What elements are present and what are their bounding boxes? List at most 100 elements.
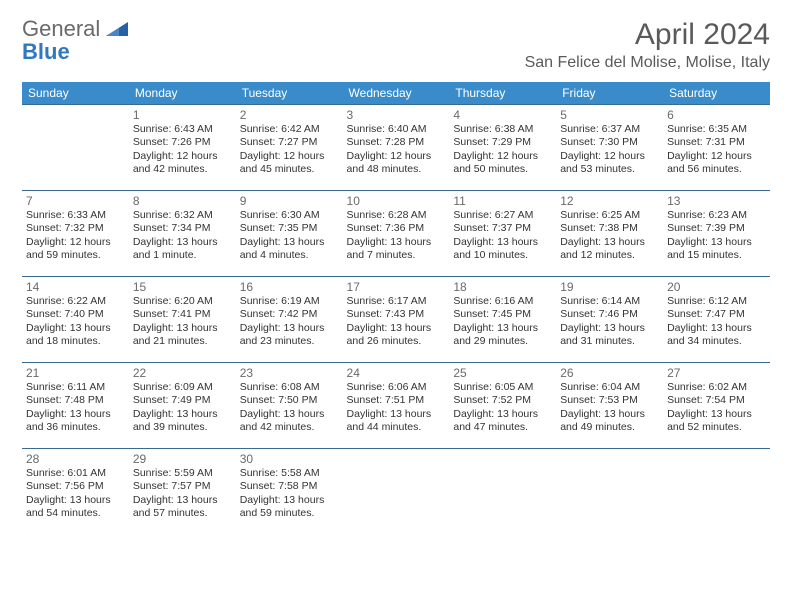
sunset-text: Sunset: 7:51 PM (347, 394, 446, 407)
day-info: Sunrise: 6:04 AMSunset: 7:53 PMDaylight:… (560, 381, 659, 435)
sunset-text: Sunset: 7:32 PM (26, 222, 125, 235)
calendar-cell: 16Sunrise: 6:19 AMSunset: 7:42 PMDayligh… (236, 277, 343, 363)
day-info: Sunrise: 6:37 AMSunset: 7:30 PMDaylight:… (560, 123, 659, 177)
daylight-text: Daylight: 13 hours and 18 minutes. (26, 322, 125, 349)
dayhead-sat: Saturday (663, 82, 770, 105)
daylight-text: Daylight: 13 hours and 7 minutes. (347, 236, 446, 263)
day-number: 7 (26, 194, 125, 208)
daylight-text: Daylight: 12 hours and 50 minutes. (453, 150, 552, 177)
calendar-cell (449, 449, 556, 535)
sunset-text: Sunset: 7:36 PM (347, 222, 446, 235)
daylight-text: Daylight: 13 hours and 23 minutes. (240, 322, 339, 349)
sunrise-text: Sunrise: 6:11 AM (26, 381, 125, 394)
calendar-cell: 27Sunrise: 6:02 AMSunset: 7:54 PMDayligh… (663, 363, 770, 449)
sunset-text: Sunset: 7:41 PM (133, 308, 232, 321)
sunrise-text: Sunrise: 6:25 AM (560, 209, 659, 222)
daylight-text: Daylight: 13 hours and 31 minutes. (560, 322, 659, 349)
sunrise-text: Sunrise: 6:06 AM (347, 381, 446, 394)
calendar-row: 28Sunrise: 6:01 AMSunset: 7:56 PMDayligh… (22, 449, 770, 535)
calendar-cell (22, 105, 129, 191)
sunset-text: Sunset: 7:45 PM (453, 308, 552, 321)
sunset-text: Sunset: 7:56 PM (26, 480, 125, 493)
calendar-cell: 9Sunrise: 6:30 AMSunset: 7:35 PMDaylight… (236, 191, 343, 277)
day-info: Sunrise: 6:23 AMSunset: 7:39 PMDaylight:… (667, 209, 766, 263)
daylight-text: Daylight: 13 hours and 15 minutes. (667, 236, 766, 263)
day-info: Sunrise: 6:32 AMSunset: 7:34 PMDaylight:… (133, 209, 232, 263)
sunrise-text: Sunrise: 6:42 AM (240, 123, 339, 136)
sunset-text: Sunset: 7:38 PM (560, 222, 659, 235)
calendar-table: Sunday Monday Tuesday Wednesday Thursday… (22, 82, 770, 535)
daylight-text: Daylight: 13 hours and 52 minutes. (667, 408, 766, 435)
sunrise-text: Sunrise: 6:02 AM (667, 381, 766, 394)
calendar-cell (663, 449, 770, 535)
day-number: 25 (453, 366, 552, 380)
dayhead-tue: Tuesday (236, 82, 343, 105)
day-number: 27 (667, 366, 766, 380)
sunrise-text: Sunrise: 6:37 AM (560, 123, 659, 136)
calendar-cell: 8Sunrise: 6:32 AMSunset: 7:34 PMDaylight… (129, 191, 236, 277)
calendar-row: 1Sunrise: 6:43 AMSunset: 7:26 PMDaylight… (22, 105, 770, 191)
sunrise-text: Sunrise: 6:12 AM (667, 295, 766, 308)
dayhead-mon: Monday (129, 82, 236, 105)
sunrise-text: Sunrise: 6:38 AM (453, 123, 552, 136)
brand-text: General Blue (22, 18, 128, 64)
day-info: Sunrise: 6:06 AMSunset: 7:51 PMDaylight:… (347, 381, 446, 435)
sunset-text: Sunset: 7:37 PM (453, 222, 552, 235)
day-number: 28 (26, 452, 125, 466)
calendar-cell: 20Sunrise: 6:12 AMSunset: 7:47 PMDayligh… (663, 277, 770, 363)
sunset-text: Sunset: 7:43 PM (347, 308, 446, 321)
daylight-text: Daylight: 13 hours and 59 minutes. (240, 494, 339, 521)
sunset-text: Sunset: 7:49 PM (133, 394, 232, 407)
sunset-text: Sunset: 7:31 PM (667, 136, 766, 149)
day-info: Sunrise: 6:19 AMSunset: 7:42 PMDaylight:… (240, 295, 339, 349)
sunset-text: Sunset: 7:52 PM (453, 394, 552, 407)
daylight-text: Daylight: 13 hours and 54 minutes. (26, 494, 125, 521)
calendar-cell: 26Sunrise: 6:04 AMSunset: 7:53 PMDayligh… (556, 363, 663, 449)
daylight-text: Daylight: 13 hours and 21 minutes. (133, 322, 232, 349)
day-number: 4 (453, 108, 552, 122)
calendar-cell: 12Sunrise: 6:25 AMSunset: 7:38 PMDayligh… (556, 191, 663, 277)
calendar-cell: 11Sunrise: 6:27 AMSunset: 7:37 PMDayligh… (449, 191, 556, 277)
dayhead-fri: Friday (556, 82, 663, 105)
day-info: Sunrise: 6:35 AMSunset: 7:31 PMDaylight:… (667, 123, 766, 177)
daylight-text: Daylight: 13 hours and 42 minutes. (240, 408, 339, 435)
sunrise-text: Sunrise: 6:22 AM (26, 295, 125, 308)
sunset-text: Sunset: 7:42 PM (240, 308, 339, 321)
sunrise-text: Sunrise: 6:17 AM (347, 295, 446, 308)
sunset-text: Sunset: 7:53 PM (560, 394, 659, 407)
daylight-text: Daylight: 13 hours and 10 minutes. (453, 236, 552, 263)
daylight-text: Daylight: 13 hours and 44 minutes. (347, 408, 446, 435)
calendar-cell: 5Sunrise: 6:37 AMSunset: 7:30 PMDaylight… (556, 105, 663, 191)
day-info: Sunrise: 6:14 AMSunset: 7:46 PMDaylight:… (560, 295, 659, 349)
sunrise-text: Sunrise: 6:23 AM (667, 209, 766, 222)
daylight-text: Daylight: 12 hours and 53 minutes. (560, 150, 659, 177)
day-number: 16 (240, 280, 339, 294)
dayhead-sun: Sunday (22, 82, 129, 105)
day-info: Sunrise: 6:30 AMSunset: 7:35 PMDaylight:… (240, 209, 339, 263)
brand-triangle-icon (106, 22, 128, 41)
calendar-cell: 13Sunrise: 6:23 AMSunset: 7:39 PMDayligh… (663, 191, 770, 277)
day-number: 18 (453, 280, 552, 294)
daylight-text: Daylight: 13 hours and 29 minutes. (453, 322, 552, 349)
brand-logo: General Blue (22, 18, 128, 64)
day-info: Sunrise: 6:43 AMSunset: 7:26 PMDaylight:… (133, 123, 232, 177)
day-info: Sunrise: 6:22 AMSunset: 7:40 PMDaylight:… (26, 295, 125, 349)
day-info: Sunrise: 6:17 AMSunset: 7:43 PMDaylight:… (347, 295, 446, 349)
daylight-text: Daylight: 13 hours and 39 minutes. (133, 408, 232, 435)
page-header: General Blue April 2024 San Felice del M… (22, 18, 770, 72)
daylight-text: Daylight: 13 hours and 34 minutes. (667, 322, 766, 349)
sunset-text: Sunset: 7:28 PM (347, 136, 446, 149)
day-number: 3 (347, 108, 446, 122)
dayhead-thu: Thursday (449, 82, 556, 105)
sunrise-text: Sunrise: 6:09 AM (133, 381, 232, 394)
sunrise-text: Sunrise: 5:58 AM (240, 467, 339, 480)
sunset-text: Sunset: 7:58 PM (240, 480, 339, 493)
sunset-text: Sunset: 7:48 PM (26, 394, 125, 407)
sunrise-text: Sunrise: 6:14 AM (560, 295, 659, 308)
calendar-cell (343, 449, 450, 535)
daylight-text: Daylight: 13 hours and 47 minutes. (453, 408, 552, 435)
calendar-cell: 23Sunrise: 6:08 AMSunset: 7:50 PMDayligh… (236, 363, 343, 449)
daylight-text: Daylight: 13 hours and 36 minutes. (26, 408, 125, 435)
calendar-cell: 24Sunrise: 6:06 AMSunset: 7:51 PMDayligh… (343, 363, 450, 449)
sunrise-text: Sunrise: 6:30 AM (240, 209, 339, 222)
